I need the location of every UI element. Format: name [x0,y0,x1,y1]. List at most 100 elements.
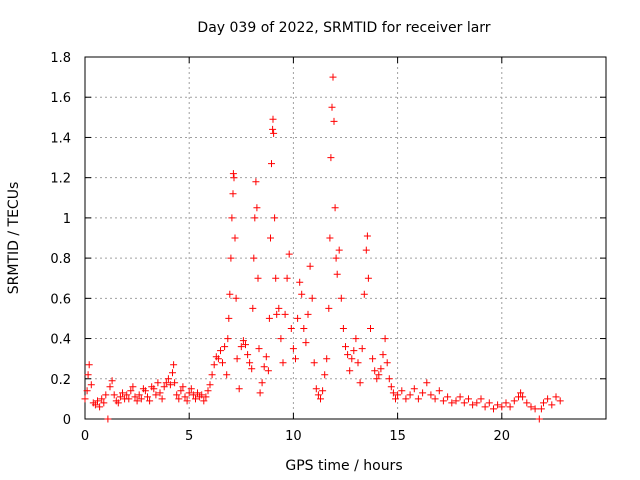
data-point [256,389,264,397]
data-point [129,383,137,391]
data-point [385,375,393,383]
data-point [369,355,377,363]
data-point [304,310,312,318]
data-point [185,389,193,397]
data-point [481,403,489,411]
data-point [225,314,233,322]
data-point [146,397,154,405]
data-point [377,365,385,373]
data-point [439,397,447,405]
data-point [198,391,206,399]
data-point [419,389,427,397]
data-point [277,335,285,343]
data-point [173,391,181,399]
data-point [106,383,114,391]
data-point [527,403,535,411]
data-point [523,399,531,407]
data-point [452,397,460,405]
data-point [540,399,547,407]
data-point [171,379,179,387]
data-point [183,397,191,405]
data-point [232,294,240,302]
data-point [119,389,126,397]
y-tick-label: 1.8 [50,51,71,66]
data-point [83,387,91,395]
data-point [268,160,275,168]
data-point [260,363,268,371]
data-point [285,250,293,258]
data-point [227,254,235,262]
data-point [235,385,243,393]
data-point [181,393,189,401]
data-point [333,270,341,278]
data-point [275,304,283,312]
data-point [237,343,245,351]
data-point [156,389,164,397]
data-point [531,405,539,413]
data-point [398,387,406,395]
data-point [273,310,281,318]
data-point [189,391,197,399]
data-point [473,399,481,407]
data-point [202,393,210,401]
y-tick-label: 0.8 [50,252,71,267]
data-point [229,170,237,178]
y-tick-label: 1 [63,212,71,227]
data-point [100,399,108,407]
data-point [231,234,239,242]
data-point [221,343,229,351]
data-point [91,401,99,409]
data-point [228,214,236,222]
data-point [265,314,273,322]
data-point [317,395,324,403]
data-point [279,359,287,367]
data-point [339,325,347,332]
data-point [456,393,464,401]
data-point [431,395,439,403]
data-point [332,254,340,262]
data-point [387,383,395,391]
data-point [255,345,263,353]
data-point [248,365,256,373]
data-points [81,73,564,423]
data-point [81,395,89,403]
data-point [519,393,527,401]
data-point [371,367,379,375]
data-point [175,395,183,403]
data-point [362,246,370,254]
data-point [302,339,310,347]
data-point [192,395,199,403]
data-point [373,375,381,383]
data-point [335,246,343,254]
data-point [485,399,493,407]
data-point [448,399,456,407]
data-point [346,367,354,375]
data-point [169,369,176,377]
data-point [517,389,525,397]
data-point [402,395,410,403]
data-point [127,387,135,395]
data-point [283,274,291,282]
data-point [208,371,216,379]
x-axis-title: GPS time / hours [285,458,402,474]
data-point [200,397,208,405]
data-point [158,395,166,403]
data-point [389,389,397,397]
data-point [141,387,149,395]
data-point [490,405,497,413]
data-point [85,361,93,369]
x-tick-label: 20 [494,429,511,444]
data-point [394,391,402,399]
data-point [194,389,201,397]
data-point [330,117,338,125]
data-point [104,415,112,423]
data-point [108,377,116,385]
data-point [217,347,224,355]
data-point [223,371,231,379]
data-point [363,232,371,240]
data-point [289,345,297,353]
data-point [310,359,318,367]
data-point [110,391,118,399]
data-point [253,204,261,212]
